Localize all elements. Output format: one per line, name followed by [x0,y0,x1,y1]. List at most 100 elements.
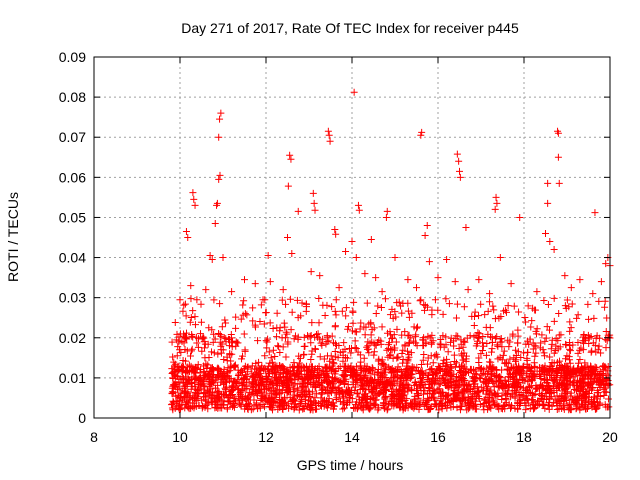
data-point [442,295,450,303]
data-point [587,348,595,356]
data-point [368,326,376,334]
data-point [218,390,226,398]
data-point [547,390,555,398]
data-point [209,366,217,374]
data-point [223,405,231,413]
data-point [327,365,335,373]
data-point [497,335,505,343]
data-point [466,399,474,407]
data-point [309,381,317,389]
data-point [355,374,363,382]
data-point [279,363,287,371]
data-point [211,219,219,227]
data-point [605,333,613,341]
data-point [169,353,177,361]
data-point [182,312,190,320]
data-point [567,389,575,397]
data-point [486,363,494,371]
data-point [324,400,332,408]
data-point [208,256,216,264]
data-point [254,337,262,345]
data-point [249,317,257,325]
data-point [394,363,402,371]
data-point [329,355,337,363]
data-point [335,386,343,394]
data-point [553,365,561,373]
data-point [278,296,286,304]
data-point [206,252,214,260]
data-point [240,297,248,305]
data-point [379,390,387,398]
data-point [456,167,463,175]
data-point [274,379,282,387]
data-point [311,345,319,353]
data-point [555,179,563,187]
data-point [374,357,382,365]
data-point [190,195,198,203]
data-point [303,303,311,311]
data-point [305,403,313,411]
data-point [342,312,350,320]
data-point [370,348,378,356]
data-point [475,330,483,338]
data-point [574,349,582,357]
data-point [482,323,490,331]
data-point [562,355,570,363]
data-point [171,362,179,370]
data-point [439,332,447,340]
data-point [216,300,224,308]
data-point [270,397,278,405]
data-point [423,401,431,409]
data-point [399,346,407,354]
data-point [187,314,195,322]
data-point [368,338,376,346]
data-point [449,390,457,398]
data-point [455,363,463,371]
data-point [565,353,573,361]
y-axis-label: ROTI / TECUs [5,192,21,282]
data-point [219,254,227,262]
data-point [542,229,549,237]
data-point [565,406,573,414]
data-point [293,296,301,304]
data-point [501,359,509,367]
data-point [507,403,515,411]
data-point [406,399,414,407]
data-point [325,337,333,345]
data-point [283,384,291,392]
data-point [279,286,287,294]
data-point [199,333,207,341]
data-point [528,377,536,385]
data-point [470,380,478,388]
data-point [404,347,412,355]
data-point [495,381,503,389]
data-point [382,213,390,221]
data-point [585,340,593,348]
data-point [426,334,434,342]
data-point [488,348,496,356]
data-point [332,230,340,238]
data-point [214,374,222,382]
data-point [263,344,271,352]
data-point [189,307,197,315]
data-point [540,376,548,384]
data-point [455,345,463,353]
data-point [291,397,299,405]
data-point [525,340,533,348]
data-point [458,402,466,410]
data-point [602,344,610,352]
data-point [489,396,497,404]
data-point [547,363,555,371]
data-point [401,328,409,336]
data-point [390,346,398,354]
data-point [315,362,323,370]
data-point [561,302,569,310]
data-point [191,201,199,209]
data-point [562,362,570,370]
data-point [285,404,293,412]
data-point [343,398,351,406]
data-point [401,404,409,412]
data-point [406,338,414,346]
data-point [302,388,310,396]
data-point [498,380,506,388]
